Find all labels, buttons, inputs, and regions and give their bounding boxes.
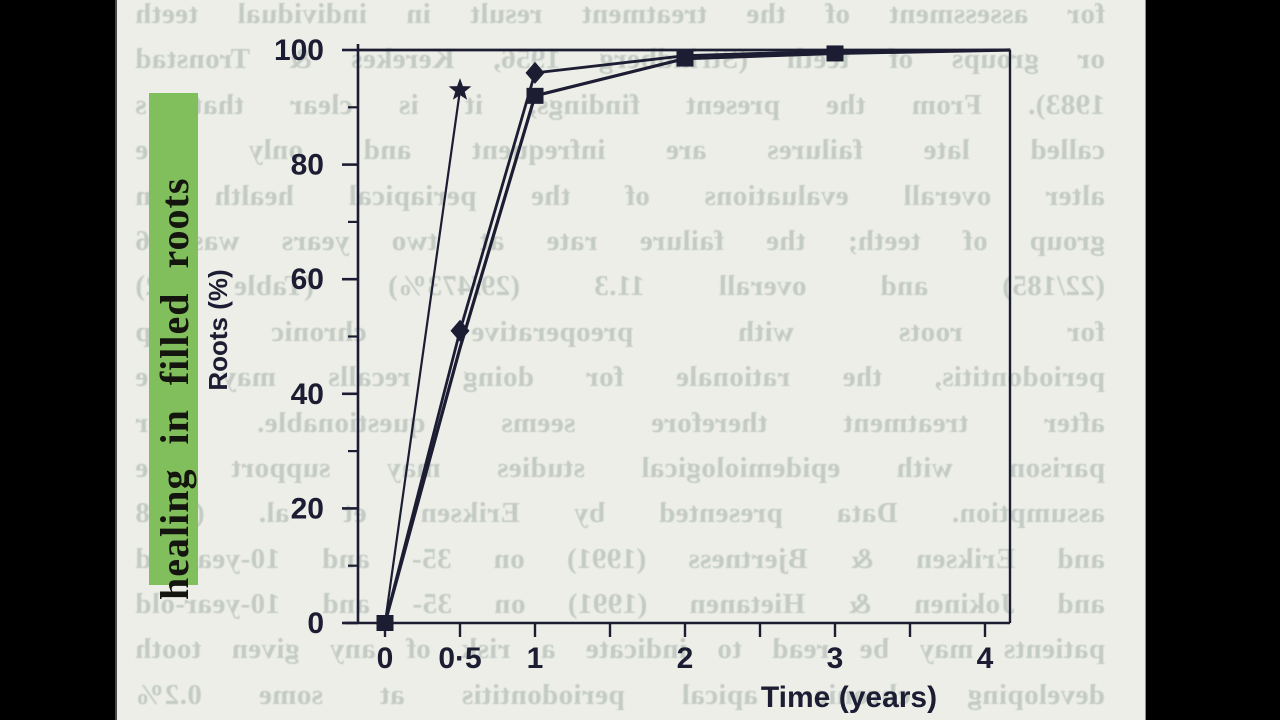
diamond-marker <box>525 61 545 84</box>
right-letterbox <box>1146 0 1280 720</box>
y-tick-label: 40 <box>291 378 324 411</box>
square-marker <box>826 45 844 62</box>
y-tick-label: 100 <box>274 34 324 67</box>
x-tick-label: 2 <box>677 642 694 675</box>
figure-chart: Roots (%) Time (years) 0 20 40 60 80 100 0 0·5 1… <box>203 34 1012 714</box>
y-tick-label: 80 <box>291 149 324 182</box>
square-marker <box>526 87 544 104</box>
x-tick-label: 0 <box>377 642 394 675</box>
square-marker <box>376 615 394 631</box>
left-letterbox <box>0 0 115 720</box>
section-heading-highlight <box>149 93 198 585</box>
y-tick-label: 0 <box>307 607 324 640</box>
x-tick-label: 4 <box>977 642 994 675</box>
square-series-line <box>383 48 1011 624</box>
scanned-page: for assessment of the treatment result i… <box>115 0 1148 720</box>
x-tick-label: 3 <box>827 642 844 675</box>
diamond-series-line <box>383 48 1011 624</box>
y-tick-label: 60 <box>291 263 324 296</box>
square-marker <box>676 50 694 67</box>
diamond-marker <box>450 319 470 342</box>
x-tick-label: 0·5 <box>438 642 481 675</box>
y-axis-label: Roots (%) <box>203 269 233 390</box>
y-tick-label: 20 <box>291 492 324 525</box>
x-tick-label: 1 <box>527 642 544 675</box>
star-series-line <box>383 89 462 624</box>
x-axis-label: Time (years) <box>761 681 937 714</box>
star-marker <box>448 78 472 100</box>
